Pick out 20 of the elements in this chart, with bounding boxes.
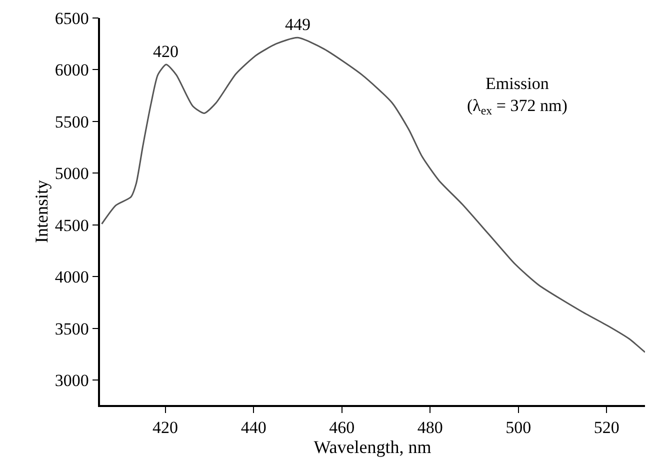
annotation: Emission (λ$_{ex}$ = 372 nm) — [467, 74, 568, 118]
y-tick-label: 6000 — [54, 60, 89, 80]
x-tick-label: 440 — [240, 418, 266, 438]
y-tick-label: 5500 — [54, 112, 89, 132]
annotation: 449 — [285, 15, 310, 34]
x-tick-label: 480 — [417, 418, 443, 438]
line-series — [101, 36, 645, 353]
x-tick-label: 520 — [594, 418, 620, 438]
y-tick-label: 4000 — [54, 268, 89, 287]
x-tick-label: 500 — [506, 418, 532, 438]
y-axis-title: Intensity — [32, 180, 52, 243]
y-tick-label: 3000 — [54, 371, 89, 390]
annotation: 420 — [153, 42, 178, 61]
x-axis-title: Wavelength, nm — [314, 437, 432, 458]
y-tick-label: 4500 — [54, 216, 89, 235]
y-tick-label: 3500 — [54, 319, 89, 338]
y-tick-label: 5000 — [54, 164, 89, 184]
x-tick-label: 460 — [329, 418, 355, 438]
y-tick-label: 6500 — [54, 8, 89, 28]
x-tick-label: 420 — [152, 418, 178, 438]
